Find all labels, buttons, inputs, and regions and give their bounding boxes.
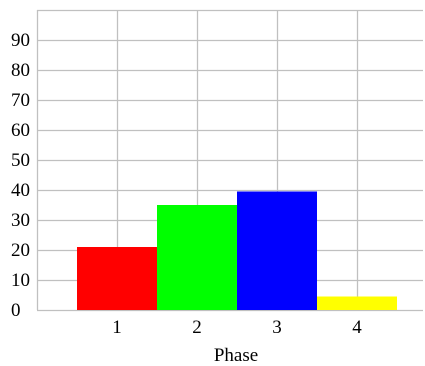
chart-bars bbox=[77, 191, 397, 310]
y-tick-label: 70 bbox=[11, 90, 30, 111]
x-axis-tick-labels: 1 2 3 4 bbox=[112, 317, 362, 338]
bar-phase-3 bbox=[237, 191, 317, 310]
bar-phase-2 bbox=[157, 205, 237, 310]
y-tick-label: 50 bbox=[11, 150, 30, 171]
y-axis-tick-labels: 0 10 20 30 40 50 60 70 80 90 bbox=[11, 30, 30, 321]
y-tick-label: 80 bbox=[11, 60, 30, 81]
x-tick-label: 2 bbox=[192, 317, 202, 338]
bar-phase-4 bbox=[317, 296, 397, 310]
y-tick-label: 60 bbox=[11, 120, 30, 141]
bar-phase-1 bbox=[77, 247, 157, 310]
x-tick-label: 3 bbox=[272, 317, 282, 338]
y-tick-label: 20 bbox=[11, 240, 30, 261]
y-tick-label: 30 bbox=[11, 210, 30, 231]
x-tick-label: 4 bbox=[352, 317, 362, 338]
x-tick-label: 1 bbox=[112, 317, 122, 338]
y-tick-label: 90 bbox=[11, 30, 30, 51]
y-tick-label: 40 bbox=[11, 180, 30, 201]
x-axis-title: Phase bbox=[214, 345, 258, 366]
y-tick-label: 0 bbox=[11, 300, 21, 321]
y-tick-label: 10 bbox=[11, 270, 30, 291]
